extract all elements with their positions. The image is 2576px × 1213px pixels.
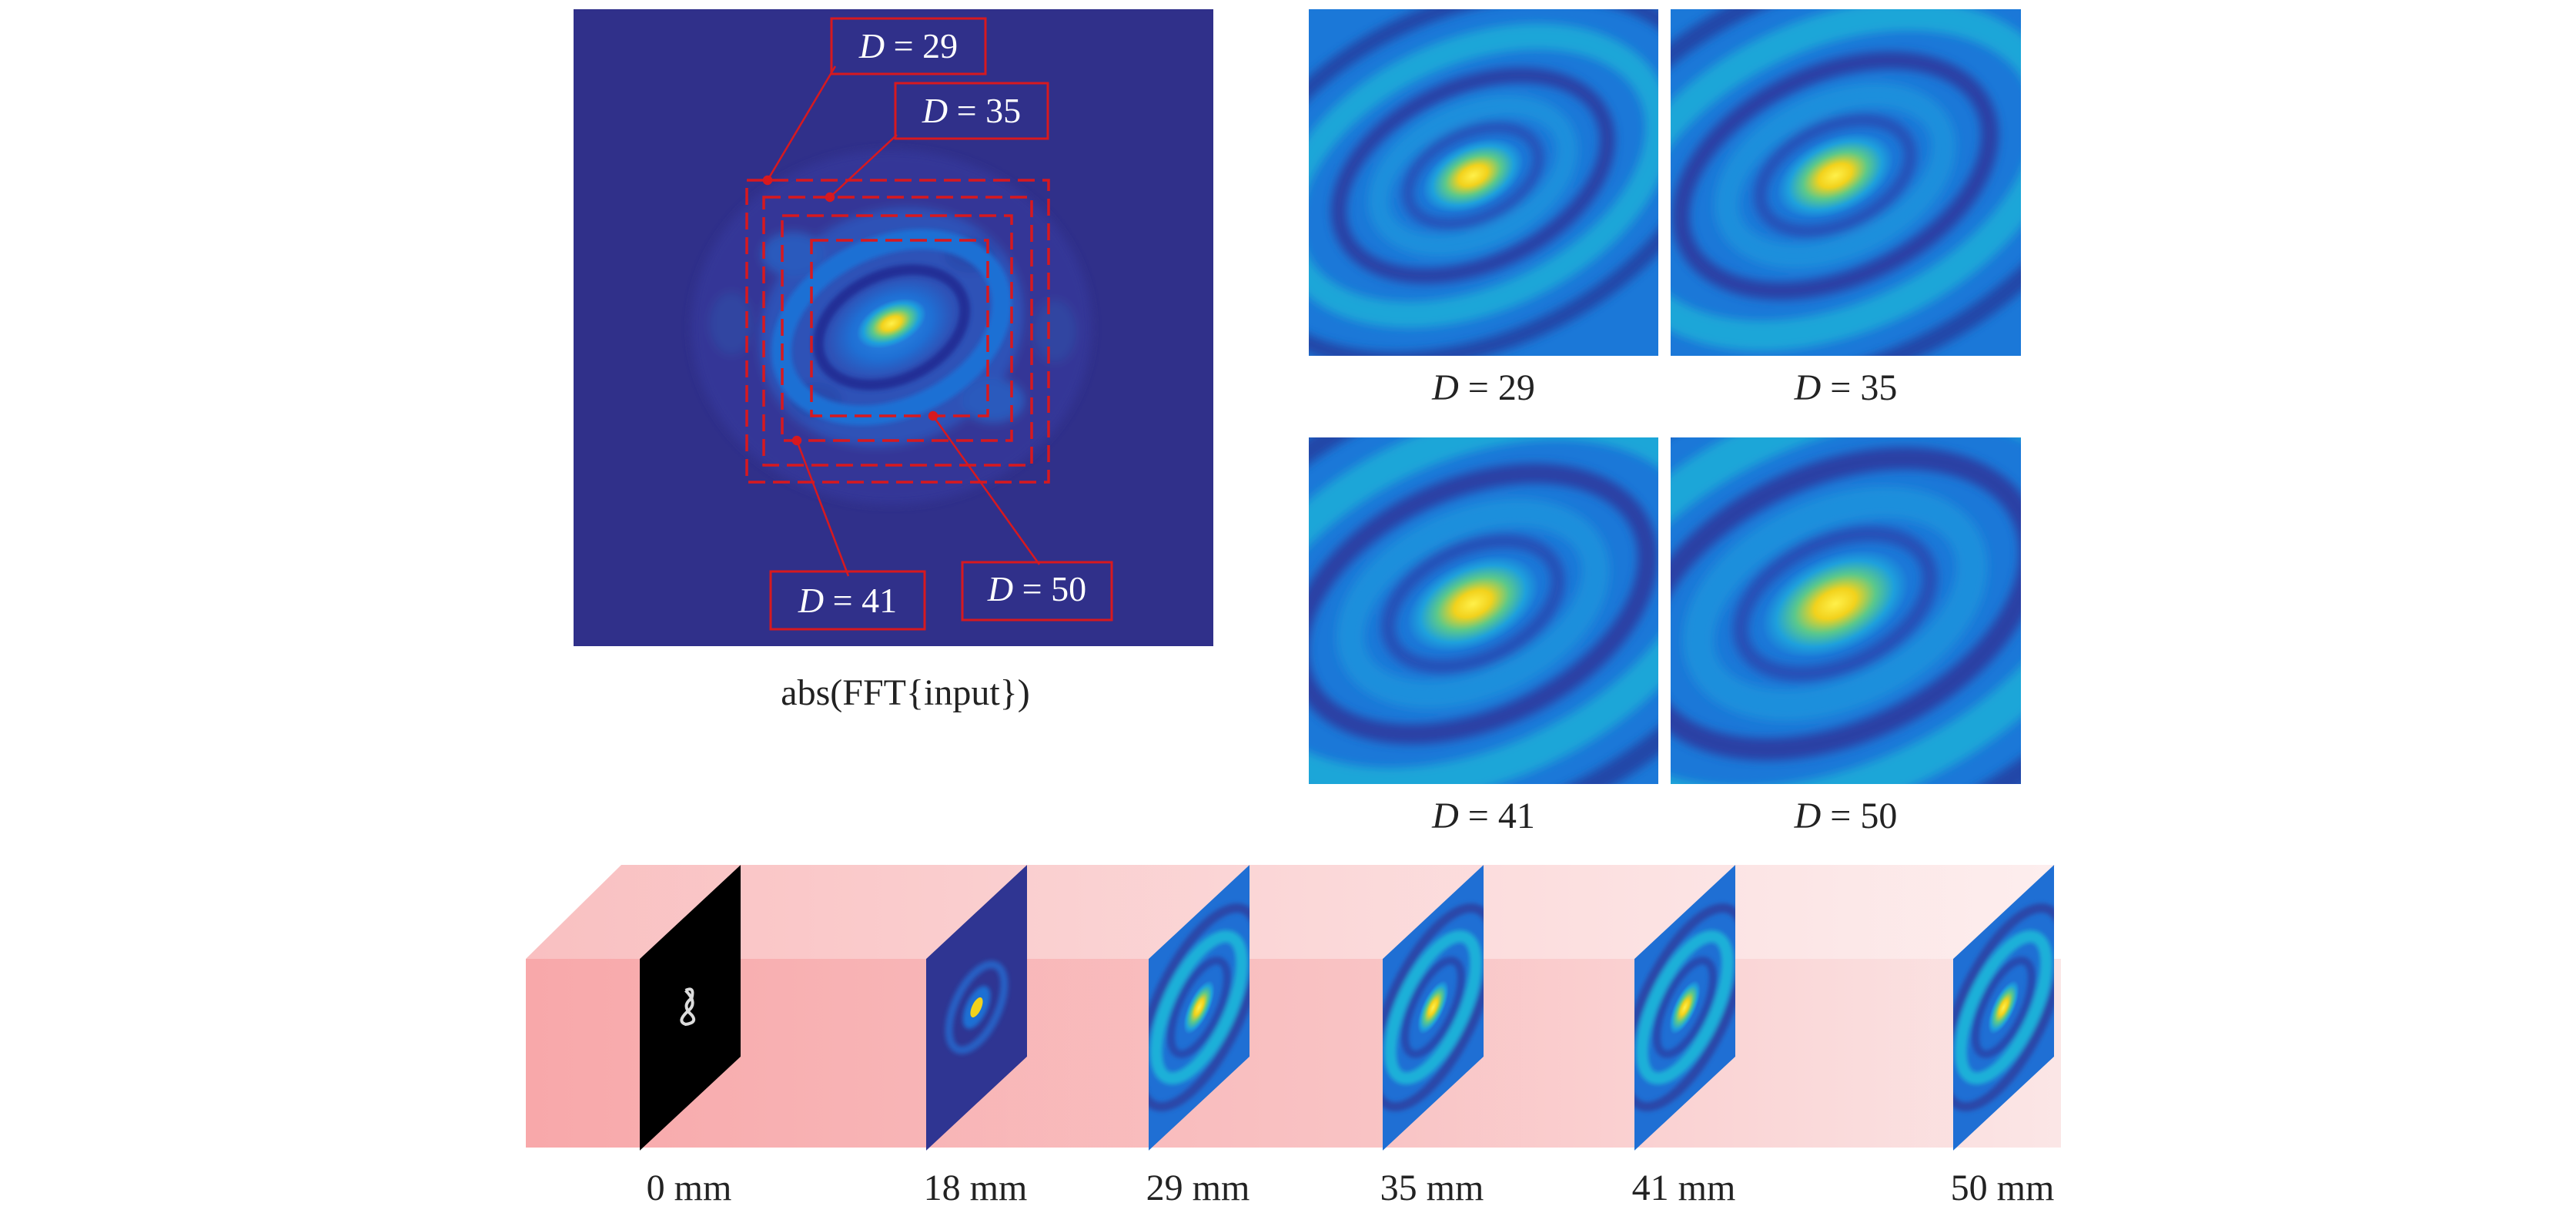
plane-50-mm [1953, 865, 2054, 1151]
crop-panel-d41: D = 41 [1309, 437, 1658, 836]
propagation-labels: 0 mm 18 mm 29 mm 35 mm 41 mm 50 mm [647, 1168, 2055, 1208]
fft-magnitude-panel: D = 29 D = 35 D = 41 D = 50 abs(FFT{inpu… [574, 9, 1213, 713]
crop-peak [1422, 138, 1524, 213]
plane-35-mm [1383, 865, 1484, 1151]
crop-caption: D = 35 [1794, 367, 1898, 408]
plane-label: 50 mm [1951, 1168, 2055, 1208]
callout-leaders [762, 65, 1041, 577]
crop-panel-d35: D = 35 [1671, 9, 2021, 408]
plane-peak [1183, 980, 1215, 1034]
callout-d29: D = 29 [830, 17, 987, 75]
plane-41-mm [1634, 865, 1735, 1151]
crop-fringes [1309, 9, 1658, 356]
fft-central-peak [856, 298, 927, 349]
digit-glyph [680, 987, 696, 1027]
crop-caption: D = 29 [1431, 367, 1535, 408]
svg-text:D = 50: D = 50 [987, 569, 1086, 608]
callout-d41: D = 41 [769, 570, 926, 631]
crop-fringes [1671, 437, 2021, 784]
propagation-diagram: 0 mm 18 mm 29 mm 35 mm 41 mm 50 mm [526, 865, 2061, 1208]
plane-peak [1988, 980, 2019, 1034]
crop-box-d50 [745, 179, 1050, 484]
crop-box-d41 [762, 196, 1033, 467]
plane-label: 35 mm [1380, 1168, 1484, 1208]
propagation-planes [640, 865, 2054, 1151]
fft-fringes [771, 229, 1012, 426]
plane-peak [1417, 980, 1449, 1034]
tunnel-front-face [526, 959, 2061, 1148]
plane-29-mm [1149, 865, 1250, 1151]
plane-label: 0 mm [647, 1168, 732, 1208]
crop-grid: D = 29 D = 35 D = 41 D = 50 [1309, 9, 2021, 836]
crop-box-d29 [810, 239, 989, 417]
crop-peak [1777, 132, 1894, 219]
plane-0-mm [640, 865, 741, 1151]
crop-panel-d29: D = 29 [1309, 9, 1658, 408]
tunnel-top-face [526, 865, 2056, 959]
callout-d35: D = 35 [894, 82, 1049, 140]
fft-panel-caption: abs(FFT{input}) [781, 672, 1029, 713]
callout-d50: D = 50 [961, 561, 1113, 622]
plane-peak [1669, 980, 1701, 1034]
svg-text:D = 41: D = 41 [798, 581, 897, 620]
svg-text:D = 29: D = 29 [858, 26, 958, 65]
plane-label: 41 mm [1632, 1168, 1736, 1208]
crop-caption: D = 50 [1794, 796, 1898, 836]
plane-18-mm [926, 865, 1027, 1151]
crop-peak [1761, 550, 1909, 658]
svg-text:D = 35: D = 35 [922, 91, 1021, 130]
crop-boxes [745, 179, 1050, 484]
crop-box-d35 [781, 214, 1013, 442]
crop-caption: D = 41 [1431, 796, 1535, 836]
crop-fringes [1309, 437, 1658, 784]
plane-label: 18 mm [924, 1168, 1028, 1208]
crop-peak [1407, 555, 1540, 652]
crop-fringes [1671, 9, 2021, 356]
crop-panel-d50: D = 50 [1671, 437, 2021, 836]
plane-label: 29 mm [1146, 1168, 1250, 1208]
